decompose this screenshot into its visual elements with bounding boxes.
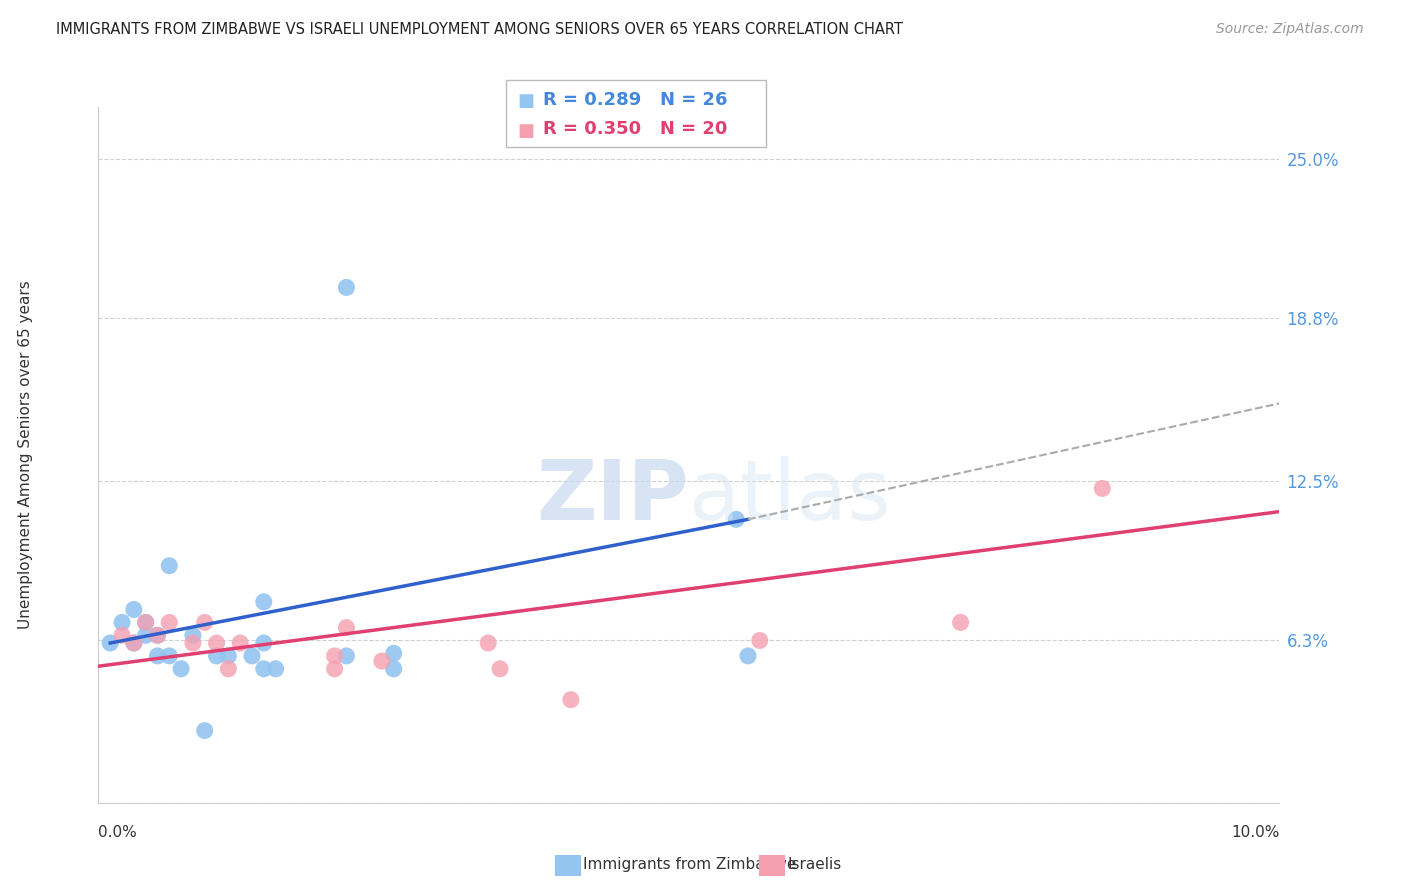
Point <box>157 615 180 630</box>
Point <box>157 558 180 573</box>
Point <box>135 615 157 630</box>
Point <box>335 280 357 294</box>
Point <box>146 648 169 663</box>
Point <box>949 615 972 630</box>
Point <box>194 723 217 738</box>
Point <box>748 633 770 648</box>
Point <box>217 648 239 663</box>
Point <box>122 636 145 650</box>
Point <box>264 662 287 676</box>
Point <box>181 628 204 642</box>
Text: ■: ■ <box>517 92 534 110</box>
Text: atlas: atlas <box>689 456 890 537</box>
Point <box>240 648 263 663</box>
Point <box>111 615 134 630</box>
Point <box>135 615 157 630</box>
Point <box>229 636 252 650</box>
Text: Source: ZipAtlas.com: Source: ZipAtlas.com <box>1216 22 1364 37</box>
Point <box>181 636 204 650</box>
Point <box>335 621 357 635</box>
Point <box>157 648 180 663</box>
Text: ■: ■ <box>517 122 534 140</box>
Text: IMMIGRANTS FROM ZIMBABWE VS ISRAELI UNEMPLOYMENT AMONG SENIORS OVER 65 YEARS COR: IMMIGRANTS FROM ZIMBABWE VS ISRAELI UNEM… <box>56 22 903 37</box>
Point <box>477 636 499 650</box>
Text: 10.0%: 10.0% <box>1232 825 1279 840</box>
Point <box>194 615 217 630</box>
Point <box>560 692 582 706</box>
Point <box>146 628 169 642</box>
Point <box>489 662 512 676</box>
Point <box>382 662 405 676</box>
Text: Immigrants from Zimbabwe: Immigrants from Zimbabwe <box>583 857 797 871</box>
Point <box>737 648 759 663</box>
Text: Israelis: Israelis <box>787 857 842 871</box>
Point <box>323 662 346 676</box>
Point <box>135 628 157 642</box>
Point <box>371 654 394 668</box>
Text: ZIP: ZIP <box>537 456 689 537</box>
Text: R = 0.350   N = 20: R = 0.350 N = 20 <box>543 120 727 138</box>
Point <box>382 646 405 660</box>
Point <box>170 662 193 676</box>
Text: 0.0%: 0.0% <box>98 825 138 840</box>
Point <box>146 628 169 642</box>
Point <box>253 662 276 676</box>
Point <box>98 636 121 650</box>
Point <box>205 636 228 650</box>
Point <box>205 648 228 663</box>
Point <box>253 595 276 609</box>
Point <box>122 636 145 650</box>
Point <box>335 648 357 663</box>
Text: Unemployment Among Seniors over 65 years: Unemployment Among Seniors over 65 years <box>18 281 32 629</box>
Point <box>111 628 134 642</box>
Point <box>1091 482 1114 496</box>
Text: R = 0.289   N = 26: R = 0.289 N = 26 <box>543 91 727 109</box>
Point <box>217 662 239 676</box>
Point <box>122 602 145 616</box>
Point <box>253 636 276 650</box>
Point <box>323 648 346 663</box>
Point <box>725 512 748 526</box>
